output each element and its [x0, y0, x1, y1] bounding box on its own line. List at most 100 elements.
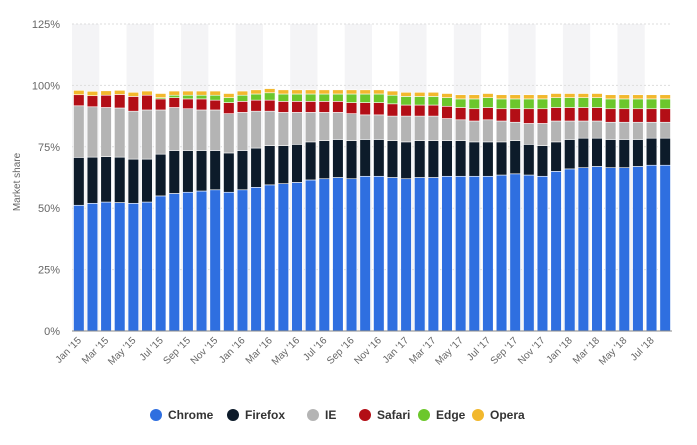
bar-segment-safari[interactable] — [482, 107, 494, 121]
bar-segment-safari[interactable] — [277, 101, 289, 113]
bar-segment-edge[interactable] — [400, 96, 412, 106]
bar-segment-chrome[interactable] — [73, 204, 85, 332]
bar-segment-firefox[interactable] — [591, 137, 603, 167]
bar-segment-ie[interactable] — [182, 108, 194, 151]
bar-segment-edge[interactable] — [645, 98, 658, 110]
bar-segment-chrome[interactable] — [659, 164, 671, 332]
bar-segment-edge[interactable] — [618, 98, 630, 110]
bar-segment-firefox[interactable] — [373, 139, 385, 177]
bar-segment-edge[interactable] — [236, 94, 249, 102]
bar-segment-ie[interactable] — [277, 112, 289, 146]
bar-segment-firefox[interactable] — [482, 141, 494, 177]
bar-segment-chrome[interactable] — [114, 202, 126, 332]
bar-segment-edge[interactable] — [168, 94, 180, 98]
legend-item-ie[interactable]: IE — [307, 408, 336, 422]
bar-segment-ie[interactable] — [264, 110, 276, 146]
bar-segment-safari[interactable] — [441, 105, 453, 119]
bar-segment-edge[interactable] — [468, 98, 480, 110]
bar-segment-opera[interactable] — [495, 94, 508, 100]
bar-segment-opera[interactable] — [100, 90, 112, 96]
bar-segment-opera[interactable] — [441, 93, 453, 98]
bar-segment-edge[interactable] — [223, 97, 235, 103]
bar-segment-safari[interactable] — [455, 107, 467, 121]
bar-segment-firefox[interactable] — [632, 139, 644, 167]
bar-segment-firefox[interactable] — [277, 145, 289, 184]
bar-segment-chrome[interactable] — [441, 175, 453, 332]
bar-segment-safari[interactable] — [359, 102, 371, 116]
bar-segment-firefox[interactable] — [427, 140, 439, 178]
bar-segment-firefox[interactable] — [645, 137, 658, 166]
bar-segment-safari[interactable] — [495, 108, 508, 122]
bar-segment-firefox[interactable] — [509, 140, 521, 175]
bar-segment-chrome[interactable] — [332, 177, 344, 332]
bar-segment-opera[interactable] — [536, 94, 549, 100]
bar-segment-chrome[interactable] — [468, 175, 480, 332]
bar-segment-opera[interactable] — [332, 89, 344, 95]
bar-segment-safari[interactable] — [100, 94, 112, 108]
bar-segment-opera[interactable] — [291, 89, 303, 95]
bar-segment-safari[interactable] — [618, 108, 630, 123]
bar-segment-ie[interactable] — [141, 109, 153, 160]
bar-segment-opera[interactable] — [155, 93, 167, 98]
bar-segment-edge[interactable] — [455, 98, 467, 108]
bar-segment-firefox[interactable] — [195, 150, 208, 192]
bar-segment-chrome[interactable] — [223, 191, 235, 332]
bar-segment-ie[interactable] — [468, 120, 480, 143]
bar-segment-firefox[interactable] — [291, 144, 303, 183]
bar-segment-opera[interactable] — [427, 91, 439, 97]
bar-segment-firefox[interactable] — [441, 140, 453, 177]
bar-segment-edge[interactable] — [250, 93, 262, 101]
bar-segment-firefox[interactable] — [264, 145, 276, 186]
bar-segment-safari[interactable] — [209, 99, 221, 111]
bar-segment-edge[interactable] — [482, 97, 494, 108]
bar-segment-opera[interactable] — [359, 89, 371, 95]
bar-segment-firefox[interactable] — [523, 144, 535, 176]
bar-segment-chrome[interactable] — [345, 178, 358, 332]
bar-segment-firefox[interactable] — [359, 139, 371, 177]
bar-segment-safari[interactable] — [332, 101, 344, 113]
bar-segment-firefox[interactable] — [495, 141, 508, 176]
bar-segment-chrome[interactable] — [100, 201, 112, 332]
bar-segment-ie[interactable] — [332, 112, 344, 140]
bar-segment-opera[interactable] — [318, 89, 330, 95]
bar-segment-safari[interactable] — [536, 108, 549, 124]
bar-segment-firefox[interactable] — [550, 141, 562, 172]
bar-segment-opera[interactable] — [400, 91, 412, 97]
bar-segment-safari[interactable] — [73, 94, 85, 107]
bar-segment-opera[interactable] — [250, 89, 262, 95]
bar-segment-ie[interactable] — [577, 120, 589, 139]
bar-segment-ie[interactable] — [345, 113, 358, 141]
bar-segment-ie[interactable] — [209, 109, 221, 151]
bar-segment-edge[interactable] — [209, 94, 221, 101]
bar-segment-chrome[interactable] — [141, 201, 153, 332]
bar-segment-ie[interactable] — [659, 121, 671, 139]
legend-item-edge[interactable]: Edge — [418, 408, 466, 422]
bar-segment-edge[interactable] — [550, 97, 562, 108]
bar-segment-safari[interactable] — [645, 108, 658, 123]
bar-segment-ie[interactable] — [223, 113, 235, 154]
bar-segment-safari[interactable] — [168, 97, 180, 108]
legend-item-opera[interactable]: Opera — [472, 408, 525, 422]
bar-segment-edge[interactable] — [386, 94, 399, 105]
bar-segment-chrome[interactable] — [414, 177, 426, 332]
bar-segment-chrome[interactable] — [577, 167, 589, 332]
bar-segment-chrome[interactable] — [482, 175, 494, 332]
bar-segment-chrome[interactable] — [373, 175, 385, 332]
bar-segment-opera[interactable] — [468, 94, 480, 100]
bar-segment-ie[interactable] — [168, 107, 180, 151]
bar-segment-ie[interactable] — [318, 112, 330, 141]
bar-segment-safari[interactable] — [155, 98, 167, 111]
bar-segment-chrome[interactable] — [386, 177, 399, 332]
bar-segment-chrome[interactable] — [455, 175, 467, 332]
bar-segment-chrome[interactable] — [359, 175, 371, 332]
bar-segment-safari[interactable] — [305, 101, 317, 113]
bar-segment-opera[interactable] — [523, 94, 535, 100]
bar-segment-safari[interactable] — [264, 99, 276, 112]
bar-segment-safari[interactable] — [468, 108, 480, 122]
bar-segment-chrome[interactable] — [182, 191, 194, 332]
bar-segment-safari[interactable] — [195, 98, 208, 111]
bar-segment-firefox[interactable] — [577, 137, 589, 168]
bar-segment-opera[interactable] — [73, 90, 85, 96]
bar-segment-firefox[interactable] — [182, 150, 194, 193]
bar-segment-firefox[interactable] — [659, 137, 671, 166]
